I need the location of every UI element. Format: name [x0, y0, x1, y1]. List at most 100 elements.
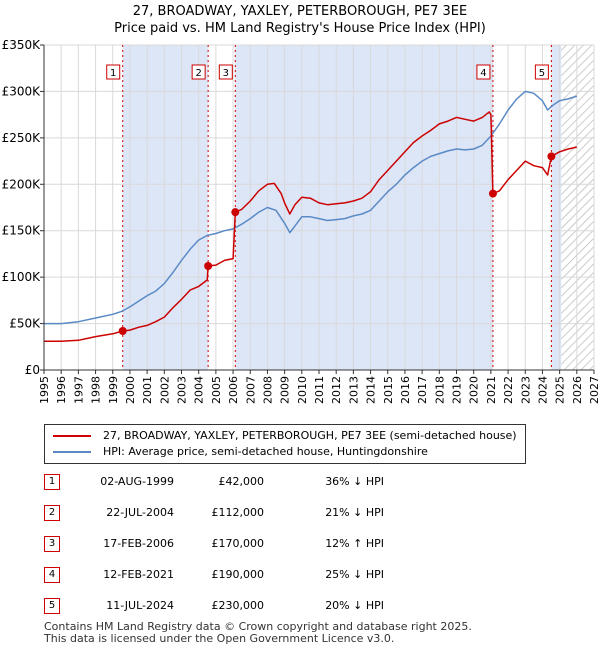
sale-row: 3 17-FEB-2006 £170,000 12% ↑ HPI — [44, 536, 444, 552]
x-tick-label: 2009 — [279, 376, 292, 404]
sale-point — [231, 208, 240, 217]
x-tick-label: 2024 — [536, 376, 549, 404]
x-tick-label: 2025 — [554, 376, 567, 404]
chart-title: 27, BROADWAY, YAXLEY, PETERBOROUGH, PE7 … — [0, 3, 600, 37]
hpi-line — [44, 90, 578, 325]
x-tick-label: 2017 — [416, 376, 429, 404]
sale-price: £190,000 — [211, 568, 265, 581]
y-tick-label: £150K — [2, 224, 42, 238]
sale-label-box — [534, 64, 549, 80]
x-tick-label: 1999 — [107, 376, 120, 404]
legend-label-property: 27, BROADWAY, YAXLEY, PETERBOROUGH, PE7 … — [103, 429, 517, 442]
x-tick-label: 2001 — [141, 376, 154, 404]
footer: Contains HM Land Registry data © Crown c… — [44, 621, 472, 645]
x-tick-label: 2022 — [502, 376, 515, 404]
sale-price: £42,000 — [218, 475, 265, 488]
x-tick-label: 2010 — [296, 376, 309, 404]
x-tick-label: 2016 — [399, 376, 412, 404]
sale-hpi-diff: 12% ↑ HPI — [325, 537, 384, 550]
sale-price: £170,000 — [211, 537, 265, 550]
ownership-shade — [235, 45, 493, 370]
x-tick-label: 2012 — [330, 376, 343, 404]
legend-item-hpi: HPI: Average price, semi-detached house,… — [53, 444, 523, 460]
x-tick-label: 2019 — [451, 376, 464, 404]
sale-price: £112,000 — [211, 506, 265, 519]
sale-point — [488, 189, 497, 198]
y-tick-label: £250K — [2, 131, 42, 145]
sale-number-badge: 3 — [44, 536, 60, 552]
sale-label-box — [218, 64, 233, 80]
price-chart: 1 2 3 4 5 £0 £50K £100K £150K £200K £250K £300K £35… — [2, 38, 600, 404]
sale-row: 2 22-JUL-2004 £112,000 21% ↓ HPI — [44, 505, 444, 521]
sale-label-number: 4 — [480, 68, 486, 79]
sale-date: 17-FEB-2006 — [103, 537, 174, 550]
sale-price: £230,000 — [211, 599, 265, 612]
y-tick-label: £350K — [2, 38, 42, 52]
sale-label-box — [476, 64, 491, 80]
title-line-1: 27, BROADWAY, YAXLEY, PETERBOROUGH, PE7 … — [132, 4, 468, 19]
sale-row: 5 11-JUL-2024 £230,000 20% ↓ HPI — [44, 598, 444, 614]
x-tick-label: 2021 — [485, 376, 498, 404]
sale-label-number: 2 — [195, 68, 201, 79]
sale-date: 22-JUL-2004 — [106, 506, 174, 519]
y-tick-label: £300K — [2, 84, 42, 98]
legend-item-property: 27, BROADWAY, YAXLEY, PETERBOROUGH, PE7 … — [53, 428, 523, 444]
x-tick-label: 2006 — [227, 376, 240, 404]
x-tick-label: 2013 — [347, 376, 360, 404]
x-tick-label: 2020 — [468, 376, 481, 404]
legend-label-hpi: HPI: Average price, semi-detached house,… — [103, 445, 428, 458]
x-tick-label: 2004 — [193, 376, 206, 404]
y-tick-label: £0 — [25, 363, 40, 377]
sale-date: 12-FEB-2021 — [103, 568, 174, 581]
sale-label-number: 1 — [110, 68, 116, 79]
x-tick-label: 1996 — [55, 376, 68, 404]
sale-label-box — [106, 64, 121, 80]
sale-date: 11-JUL-2024 — [106, 599, 174, 612]
title-line-2: Price paid vs. HM Land Registry's House … — [114, 21, 486, 36]
x-tick-label: 2002 — [158, 376, 171, 404]
future-hatch — [561, 45, 594, 370]
x-tick-label: 2018 — [433, 376, 446, 404]
sale-row: 4 12-FEB-2021 £190,000 25% ↓ HPI — [44, 567, 444, 583]
x-tick-label: 1995 — [38, 376, 51, 404]
ownership-shade — [122, 45, 209, 370]
ownership-shade — [551, 45, 562, 370]
footer-licence: This data is licensed under the Open Gov… — [44, 632, 395, 645]
sale-number-badge: 2 — [44, 505, 60, 521]
sale-point — [204, 262, 213, 270]
legend: 27, BROADWAY, YAXLEY, PETERBOROUGH, PE7 … — [44, 424, 526, 464]
x-tick-label: 2000 — [124, 376, 137, 404]
x-tick-label: 1998 — [90, 376, 103, 404]
sale-row: 1 02-AUG-1999 £42,000 36% ↓ HPI — [44, 474, 444, 490]
sale-label-number: 5 — [539, 68, 545, 79]
sale-point — [547, 152, 556, 161]
x-tick-label: 2014 — [365, 376, 378, 404]
x-tick-label: 2023 — [519, 376, 532, 404]
x-tick-label: 2015 — [382, 376, 395, 404]
sale-hpi-diff: 21% ↓ HPI — [325, 506, 384, 519]
sale-number-badge: 5 — [44, 598, 60, 614]
sale-hpi-diff: 25% ↓ HPI — [325, 568, 384, 581]
sale-hpi-diff: 20% ↓ HPI — [325, 599, 384, 612]
x-tick-label: 2027 — [588, 376, 600, 404]
x-tick-label: 2003 — [176, 376, 189, 404]
x-tick-label: 2005 — [210, 376, 223, 404]
y-tick-label: £200K — [2, 177, 42, 191]
y-tick-label: £50K — [9, 317, 41, 331]
legend-swatch-property — [53, 435, 91, 437]
x-tick-label: 2011 — [313, 376, 326, 404]
x-tick-label: 1997 — [72, 376, 85, 404]
footer-copyright: Contains HM Land Registry data © Crown c… — [44, 620, 472, 633]
x-tick-label: 2007 — [244, 376, 257, 404]
sale-label-box — [191, 64, 206, 80]
legend-swatch-hpi — [53, 451, 91, 453]
x-tick-label: 2026 — [571, 376, 584, 404]
y-tick-label: £100K — [2, 270, 42, 284]
sale-label-number: 3 — [223, 68, 229, 79]
sale-hpi-diff: 36% ↓ HPI — [325, 475, 384, 488]
sale-point — [118, 327, 127, 335]
sale-number-badge: 4 — [44, 567, 60, 583]
sale-number-badge: 1 — [44, 474, 60, 490]
sale-date: 02-AUG-1999 — [100, 475, 174, 488]
x-tick-label: 2008 — [261, 376, 274, 404]
